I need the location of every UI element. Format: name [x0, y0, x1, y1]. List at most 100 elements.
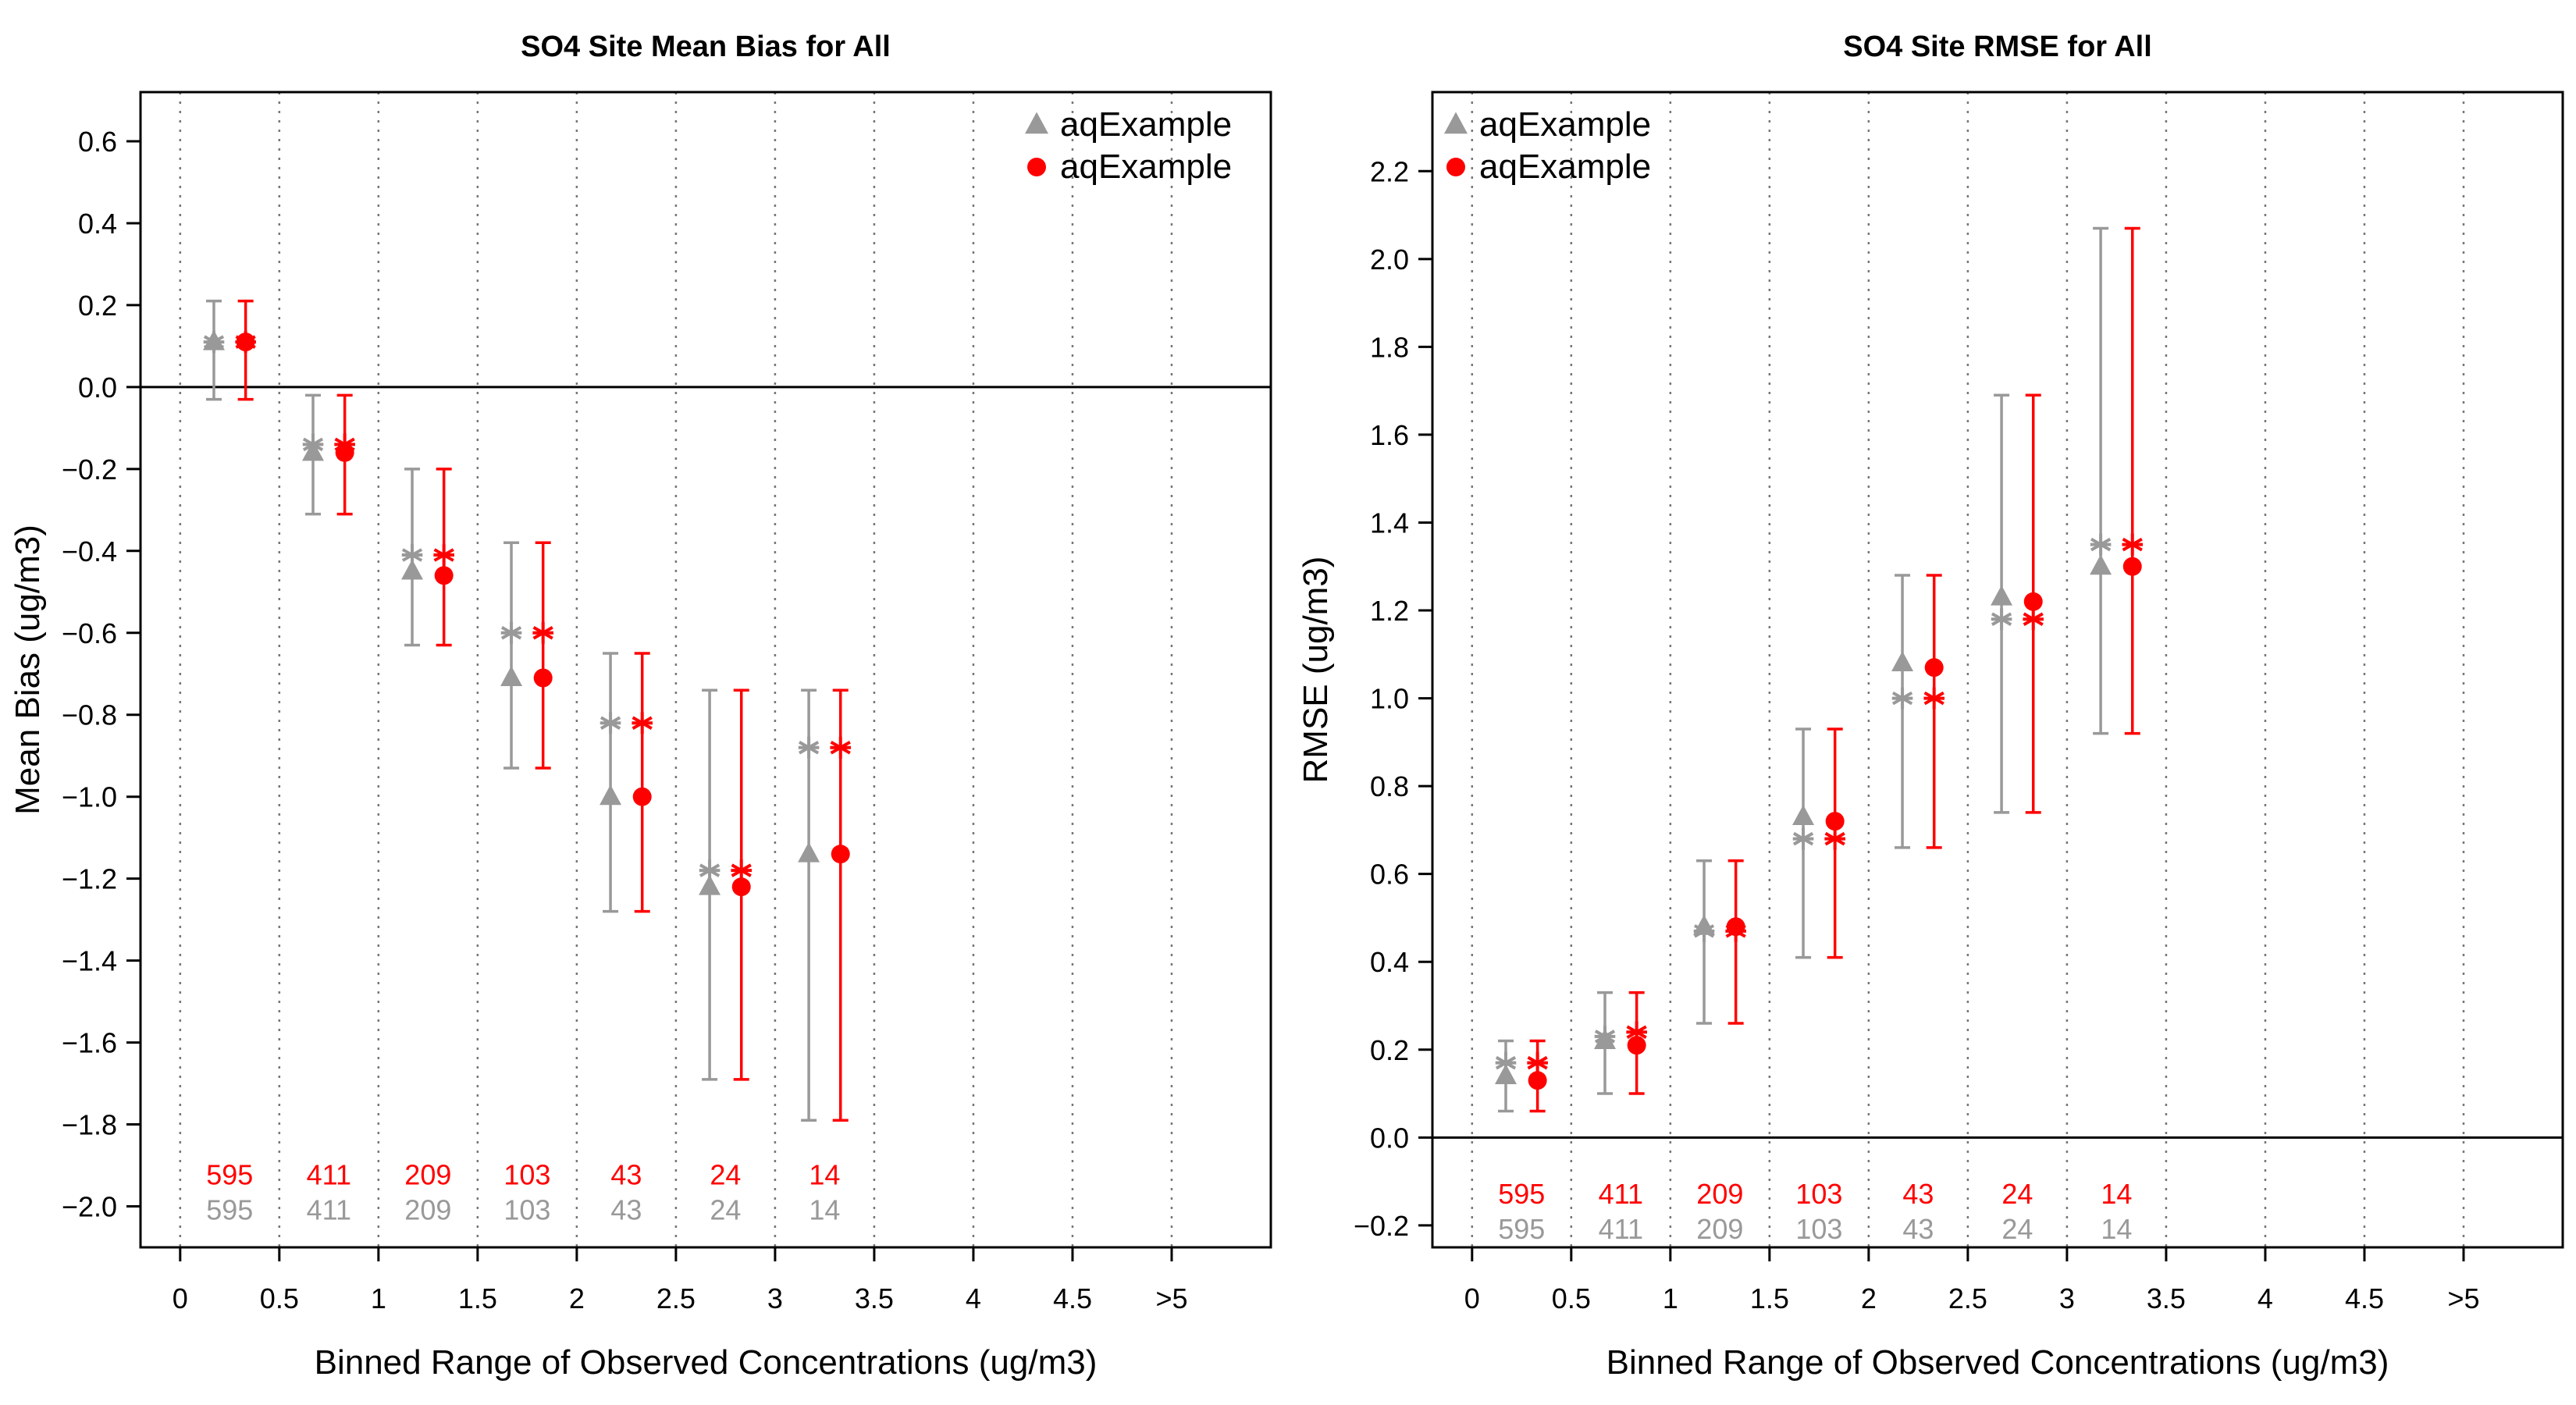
y-tick-label: 2.2: [1370, 155, 1409, 187]
x-tick-label: 1.5: [1750, 1282, 1789, 1314]
rmse-panel: SO4 Site RMSE for All 2.2 2.0 1.8 1.6 1.4 1.2 1…: [1297, 30, 2564, 1382]
count-label: 209: [1696, 1178, 1743, 1210]
plot-frame: [1431, 91, 2564, 1249]
mean-marker: [2090, 554, 2112, 575]
count-label: 411: [1599, 1213, 1643, 1245]
median-marker: [830, 736, 852, 759]
x-tick-label: 3.5: [2147, 1282, 2186, 1314]
median-marker: [401, 544, 423, 567]
median-marker: [1824, 827, 1845, 850]
count-label: 595: [206, 1159, 253, 1191]
count-label: 595: [1498, 1213, 1545, 1245]
series-0: [202, 299, 820, 1122]
x-axis-label: Binned Range of Observed Concentrations …: [1606, 1343, 2389, 1382]
mean-marker: [533, 668, 553, 688]
count-label: 24: [2001, 1213, 2033, 1245]
y-tick-label: 1.6: [1370, 419, 1409, 451]
legend-label: aqExample: [1060, 148, 1232, 186]
x-tick-label: 3.5: [855, 1282, 894, 1314]
mean-marker: [1991, 585, 2013, 606]
y-tick-label: 0.2: [1370, 1034, 1409, 1066]
x-tick-label: 2: [569, 1282, 585, 1314]
legend-label: aqExample: [1479, 105, 1651, 144]
legend: aqExample aqExample: [1444, 105, 1651, 186]
plot-frame: [139, 91, 1272, 1249]
x-tick-label: 0.5: [260, 1282, 299, 1314]
x-tick-label: 3: [2059, 1282, 2075, 1314]
count-label: 14: [809, 1194, 840, 1226]
median-marker: [1991, 608, 2012, 631]
x-tick-label: >5: [2447, 1282, 2479, 1314]
y-tick-label: 1.4: [1370, 507, 1409, 539]
y-tick-label: −0.2: [62, 454, 117, 486]
count-label: 103: [1795, 1213, 1842, 1245]
x-tick-label: 1.5: [458, 1282, 497, 1314]
median-marker: [433, 544, 454, 567]
mean-marker: [1891, 651, 1914, 672]
count-label: 24: [710, 1194, 741, 1226]
x-tick-label: 2.5: [1948, 1282, 1987, 1314]
count-label: 411: [307, 1159, 351, 1191]
mean-marker: [500, 666, 523, 686]
x-tick-label: 4.5: [2345, 1282, 2384, 1314]
x-tick-label: 2.5: [656, 1282, 696, 1314]
mean-marker: [202, 329, 225, 350]
y-tick-label: 0.8: [1370, 770, 1409, 802]
count-label: 411: [307, 1194, 351, 1226]
count-label: 24: [2001, 1178, 2033, 1210]
mean-marker: [1627, 1036, 1646, 1055]
count-label: 43: [1902, 1213, 1934, 1245]
y-tick-label: 2.0: [1370, 244, 1409, 276]
count-label: 209: [1696, 1213, 1743, 1245]
count-label: 14: [2101, 1213, 2132, 1245]
count-label: 411: [1599, 1178, 1643, 1210]
mean-marker: [236, 333, 255, 352]
median-marker: [500, 621, 522, 644]
mean-marker: [1792, 805, 1815, 826]
mean-marker: [302, 440, 325, 461]
x-tick-label: 4.5: [1053, 1282, 1092, 1314]
y-tick-label: −0.8: [62, 699, 117, 731]
mean-marker: [1726, 917, 1745, 937]
count-label: 595: [1498, 1178, 1545, 1210]
legend-label: aqExample: [1479, 148, 1651, 186]
x-tick-label: 1: [1663, 1282, 1678, 1314]
count-label: 209: [404, 1194, 451, 1226]
y-tick-label: 0.6: [78, 126, 117, 158]
y-tick-label: 1.8: [1370, 331, 1409, 363]
y-tick-label: 0.2: [78, 290, 117, 322]
mean-marker: [1494, 1064, 1517, 1085]
series-0: [1494, 226, 2112, 1113]
x-tick-label: 0.5: [1552, 1282, 1591, 1314]
count-label: 209: [404, 1159, 451, 1191]
mean-marker: [1924, 658, 1944, 678]
mean-marker: [2023, 592, 2043, 611]
median-marker: [1891, 687, 1913, 710]
x-tick-label: 4: [2258, 1282, 2273, 1314]
x-tick-label: 0: [173, 1282, 188, 1314]
y-axis-label: Mean Bias (ug/m3): [9, 525, 47, 815]
legend-marker: [1027, 158, 1046, 176]
median-marker: [532, 621, 553, 644]
count-label: 43: [1902, 1178, 1934, 1210]
chart-title: SO4 Site Mean Bias for All: [521, 30, 891, 63]
x-tick-label: 0: [1464, 1282, 1480, 1314]
median-marker: [2023, 608, 2044, 631]
x-axis-label: Binned Range of Observed Concentrations …: [315, 1343, 1098, 1382]
count-label: 14: [809, 1159, 840, 1191]
mean-marker: [699, 874, 721, 895]
mean-marker: [1528, 1071, 1547, 1090]
count-label: 595: [206, 1194, 253, 1226]
x-tick-label: >5: [1155, 1282, 1187, 1314]
mean-marker: [731, 877, 751, 897]
legend-marker: [1444, 112, 1468, 134]
legend-marker: [1025, 112, 1048, 134]
x-tick-label: 3: [767, 1282, 783, 1314]
y-tick-label: 0.4: [1370, 946, 1409, 978]
y-tick-label: −1.0: [62, 781, 117, 813]
median-marker: [1527, 1051, 1548, 1074]
y-tick-label: −0.6: [62, 617, 117, 649]
mean-marker: [798, 841, 820, 863]
mean-marker: [434, 566, 454, 585]
x-tick-label: 2: [1861, 1282, 1877, 1314]
